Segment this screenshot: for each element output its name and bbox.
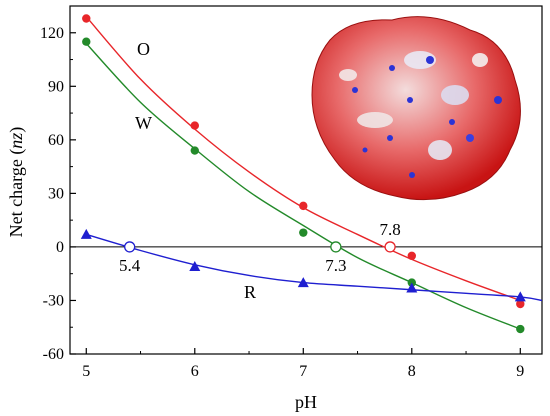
x-tick-label: 7 [299,363,307,380]
x-tick-label: 6 [191,363,199,380]
data-point-r [297,277,309,288]
data-point-o [190,121,199,130]
data-point-o [299,201,308,211]
data-point-o [407,251,416,261]
fit-curve-w [85,43,521,330]
fit-curve-r [86,233,543,302]
zero-crossings: 5.4 7.3 7.8 [119,220,401,275]
y-axis-title-close: ) [6,127,27,133]
y-tick-label: -60 [43,346,64,363]
data-point-w [299,228,308,237]
y-tick-label: 90 [48,78,64,95]
series-label-r: R [244,282,256,302]
y-tick-label: -30 [43,292,64,309]
zero-crossing-label: 5.4 [119,256,141,275]
y-tick-label: 120 [40,25,64,42]
series-label-o: O [137,39,150,59]
zero-crossing-label: 7.3 [325,256,346,275]
y-axis-title: Net charge (nz) [6,127,27,238]
plot-frame [69,5,543,355]
x-tick-label: 5 [82,363,90,380]
data-point-w [82,37,91,46]
y-axis-title-main: Net charge ( [6,149,27,238]
fit-curve-o [85,16,521,302]
y-tick-label: 0 [56,239,64,256]
data-points [80,14,526,334]
y-tick-label: 60 [48,132,64,149]
data-point-w [190,146,199,155]
data-point-r [406,282,418,293]
x-axis-title: pH [295,392,317,412]
series-label-w: W [135,113,152,133]
x-tick-label: 9 [516,363,524,380]
zero-crossing-marker [384,241,396,253]
axes-layer: 5 6 7 8 9 -60 -30 0 30 60 90 120 [40,5,542,380]
data-point-w [516,324,525,334]
data-point-r [189,261,201,272]
data-point-o [82,14,91,23]
x-tick-label: 8 [408,363,416,380]
data-point-o [516,299,525,309]
data-point-r [514,291,526,302]
fit-curves [85,16,543,330]
y-tick-label: 30 [48,185,64,202]
zero-crossing-marker [330,241,342,253]
zero-crossing-marker [124,241,136,253]
data-point-r [80,228,92,239]
zero-crossing-label: 7.8 [379,220,400,239]
protein-surface-image [311,16,521,201]
y-axis-title-italic: nz [6,133,26,149]
